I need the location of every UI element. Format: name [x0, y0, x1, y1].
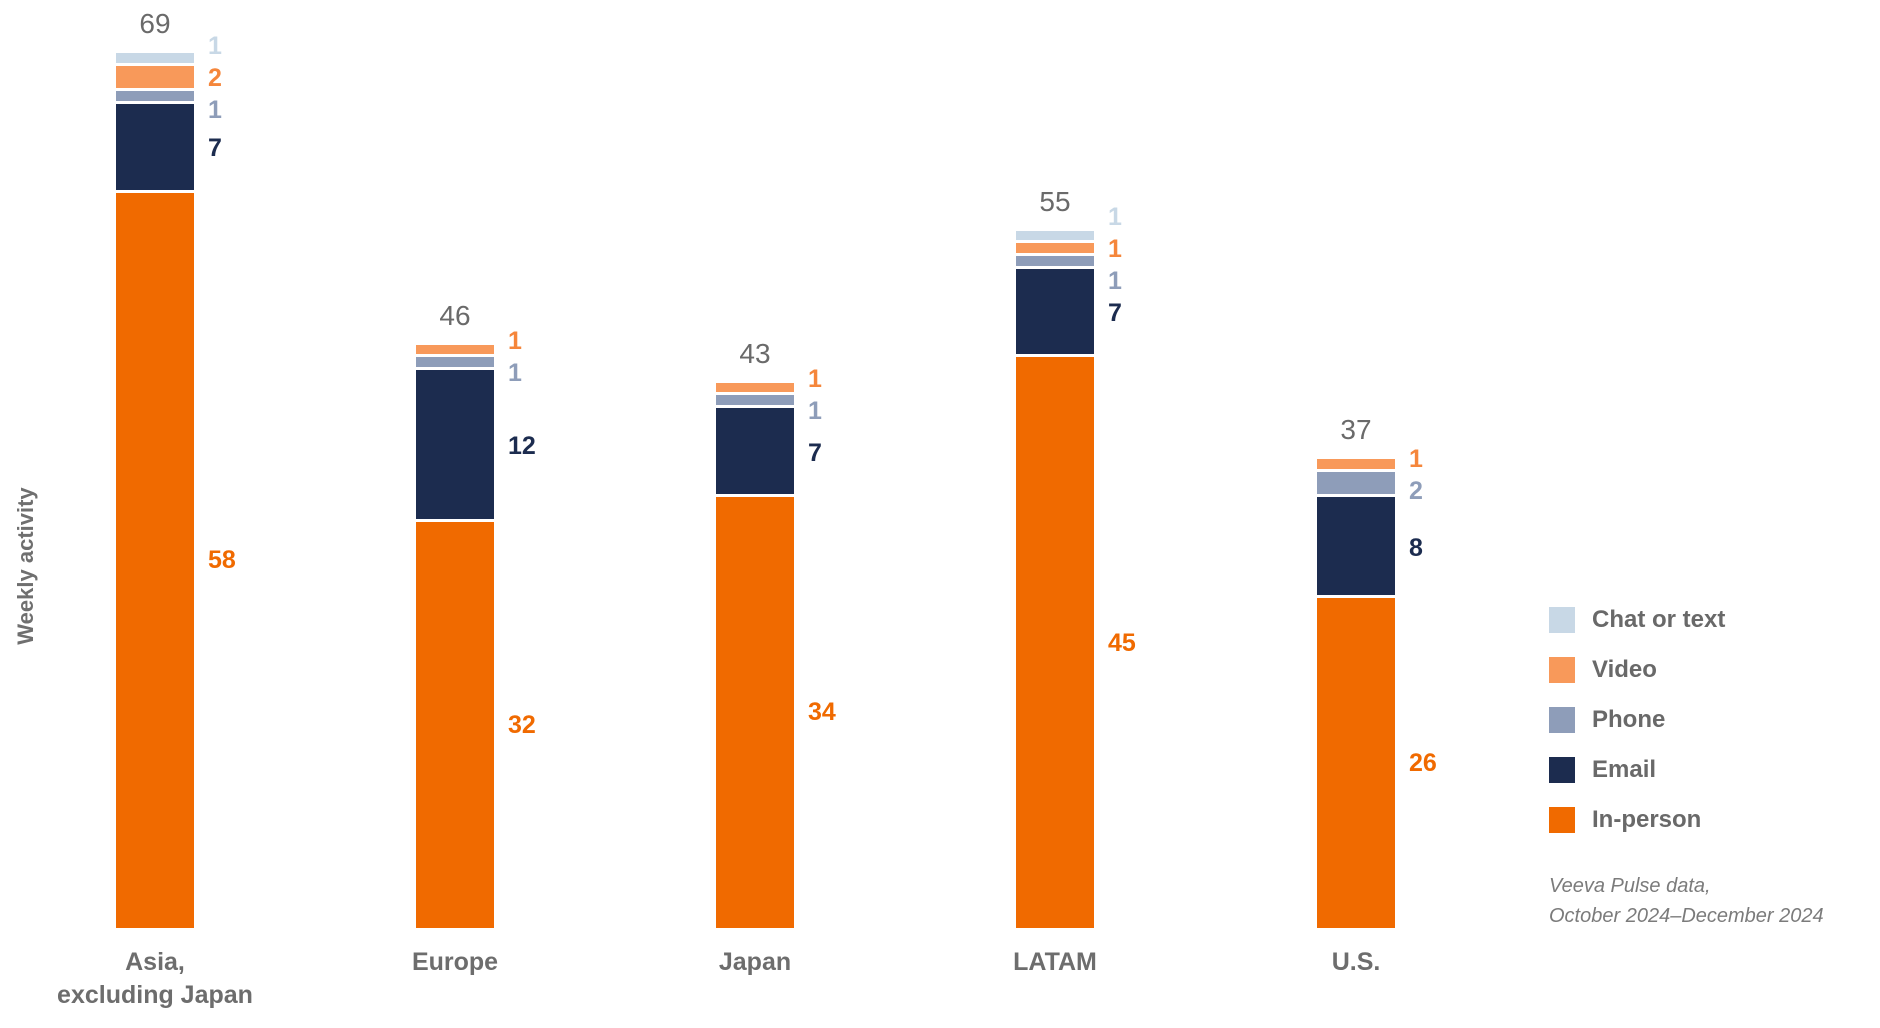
- bar-total-label: 46: [439, 299, 471, 331]
- category-label-line: Japan: [718, 948, 792, 976]
- bar-segment-phone: [1016, 255, 1094, 269]
- legend-swatch-phone-icon: [1549, 707, 1575, 733]
- bar-segment-phone: [1317, 471, 1395, 497]
- segment-value-label: 1: [1108, 203, 1122, 232]
- category-label: Japan: [635, 946, 875, 979]
- segment-value-label: 1: [1108, 267, 1122, 296]
- legend-label: In-person: [1592, 806, 1702, 833]
- segment-value-label: 1: [808, 397, 822, 426]
- bar-segment-in-person: [116, 192, 194, 928]
- bar-segment-video: [416, 344, 494, 358]
- segment-value-label: 1: [1409, 444, 1423, 473]
- legend-swatch-chat-or-text-icon: [1549, 607, 1575, 633]
- bar-total-label: 69: [139, 8, 171, 40]
- bar-segment-video: [716, 382, 794, 396]
- bar-total-label: 43: [739, 337, 771, 369]
- legend-label: Chat or text: [1592, 606, 1726, 633]
- segment-value-label: 26: [1409, 749, 1437, 778]
- category-label: Europe: [335, 946, 575, 979]
- bar-segment-phone: [416, 357, 494, 371]
- bar-segment-phone: [116, 91, 194, 104]
- legend-swatch-in-person-icon: [1549, 807, 1575, 833]
- category-label-line: Europe: [411, 948, 499, 976]
- bar-segment-email: [416, 370, 494, 523]
- bar-segment-in-person: [716, 496, 794, 928]
- legend-label: Email: [1592, 756, 1657, 783]
- category-label: Asia, excluding Japan: [35, 946, 275, 1012]
- legend-swatch-email-icon: [1549, 757, 1575, 783]
- category-label-line: U.S.: [1331, 948, 1381, 976]
- segment-value-label: 2: [1409, 476, 1423, 505]
- segment-value-label: 1: [208, 32, 222, 61]
- source-note: Veeva Pulse data, October 2024–December …: [1549, 871, 1824, 931]
- bar-segment-video: [116, 65, 194, 92]
- bar-segment-chat-or-text: [116, 53, 194, 66]
- segment-value-label: 12: [508, 432, 536, 461]
- segment-value-label: 34: [808, 698, 836, 727]
- segment-value-label: 45: [1108, 628, 1136, 657]
- legend-item: Video: [1549, 645, 1725, 695]
- bar-segment-in-person: [1016, 357, 1094, 928]
- bar-segment-video: [1317, 458, 1395, 472]
- bar-segment-email: [1317, 496, 1395, 599]
- category-label-line: Asia,: [125, 948, 185, 976]
- segment-value-label: 7: [208, 134, 222, 163]
- segment-value-label: 1: [208, 96, 222, 125]
- category-label-line: excluding Japan: [57, 981, 253, 1009]
- legend-item: In-person: [1549, 795, 1725, 845]
- legend-label: Video: [1592, 656, 1657, 683]
- bar-segment-in-person: [416, 522, 494, 928]
- bar-total-label: 55: [1039, 185, 1071, 217]
- segment-value-label: 7: [1108, 299, 1122, 328]
- bar-segment-in-person: [1317, 598, 1395, 928]
- legend-item: Email: [1549, 745, 1725, 795]
- bar-segment-email: [716, 408, 794, 497]
- segment-value-label: 7: [808, 438, 822, 467]
- segment-value-label: 32: [508, 711, 536, 740]
- category-label-line: LATAM: [1013, 948, 1097, 976]
- segment-value-label: 2: [208, 64, 222, 93]
- segment-value-label: 1: [1108, 235, 1122, 264]
- category-label: LATAM: [935, 946, 1175, 979]
- legend-item: Chat or text: [1549, 595, 1725, 645]
- bar-segment-chat-or-text: [1016, 230, 1094, 244]
- bar-segment-phone: [716, 395, 794, 409]
- segment-value-label: 1: [508, 359, 522, 388]
- category-label: U.S.: [1236, 946, 1476, 979]
- bar-total-label: 37: [1340, 413, 1372, 445]
- segment-value-label: 8: [1409, 533, 1423, 562]
- source-note-line-2: October 2024–December 2024: [1549, 905, 1824, 927]
- legend-swatch-video-icon: [1549, 657, 1575, 683]
- bar-segment-video: [1016, 243, 1094, 256]
- segment-value-label: 1: [508, 327, 522, 356]
- legend-label: Phone: [1592, 706, 1666, 733]
- bar-segment-email: [116, 103, 194, 193]
- segment-value-label: 58: [208, 546, 236, 575]
- bar-segment-email: [1016, 268, 1094, 358]
- legend-item: Phone: [1549, 695, 1725, 745]
- segment-value-label: 1: [808, 365, 822, 394]
- y-axis-label: Weekly activity: [13, 487, 38, 645]
- legend: Chat or text Video Phone Email In-person: [1549, 595, 1725, 845]
- source-note-line-1: Veeva Pulse data,: [1549, 875, 1711, 897]
